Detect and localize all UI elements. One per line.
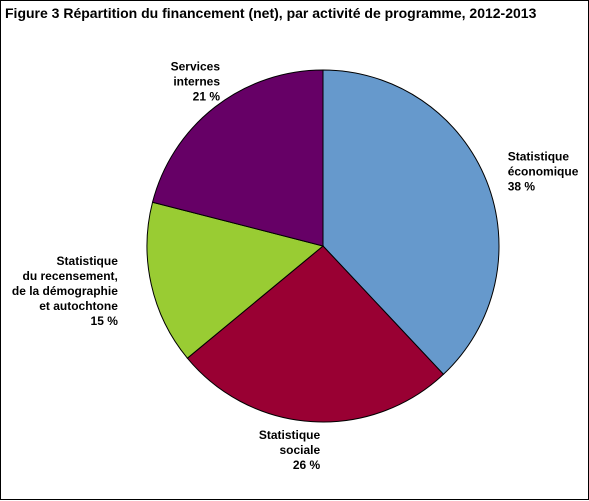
slice-category-label: internes bbox=[173, 74, 220, 88]
pie-slice bbox=[322, 69, 500, 376]
slice-category-label: et autochtone bbox=[39, 299, 118, 313]
slice-category-label: économique bbox=[508, 164, 579, 178]
slice-category-label: sociale bbox=[279, 443, 320, 457]
slice-value-label: 15 % bbox=[91, 314, 119, 328]
slice-value-label: 38 % bbox=[508, 179, 536, 193]
pie-slice bbox=[146, 201, 325, 359]
slice-value-label: 21 % bbox=[193, 89, 221, 103]
slice-category-label: de la démographie bbox=[12, 284, 118, 298]
pie-slice bbox=[151, 69, 324, 247]
pie-slice bbox=[186, 245, 445, 423]
slice-category-label: Statistique bbox=[508, 149, 570, 163]
slice-category-label: Statistique bbox=[259, 428, 321, 442]
slice-value-label: 26 % bbox=[293, 458, 321, 472]
chart-title: Figure 3 Répartition du financement (net… bbox=[5, 5, 537, 21]
slice-category-label: Statistique bbox=[57, 254, 119, 268]
slice-category-label: Services bbox=[171, 59, 221, 73]
slice-category-label: du recensement, bbox=[23, 269, 118, 283]
